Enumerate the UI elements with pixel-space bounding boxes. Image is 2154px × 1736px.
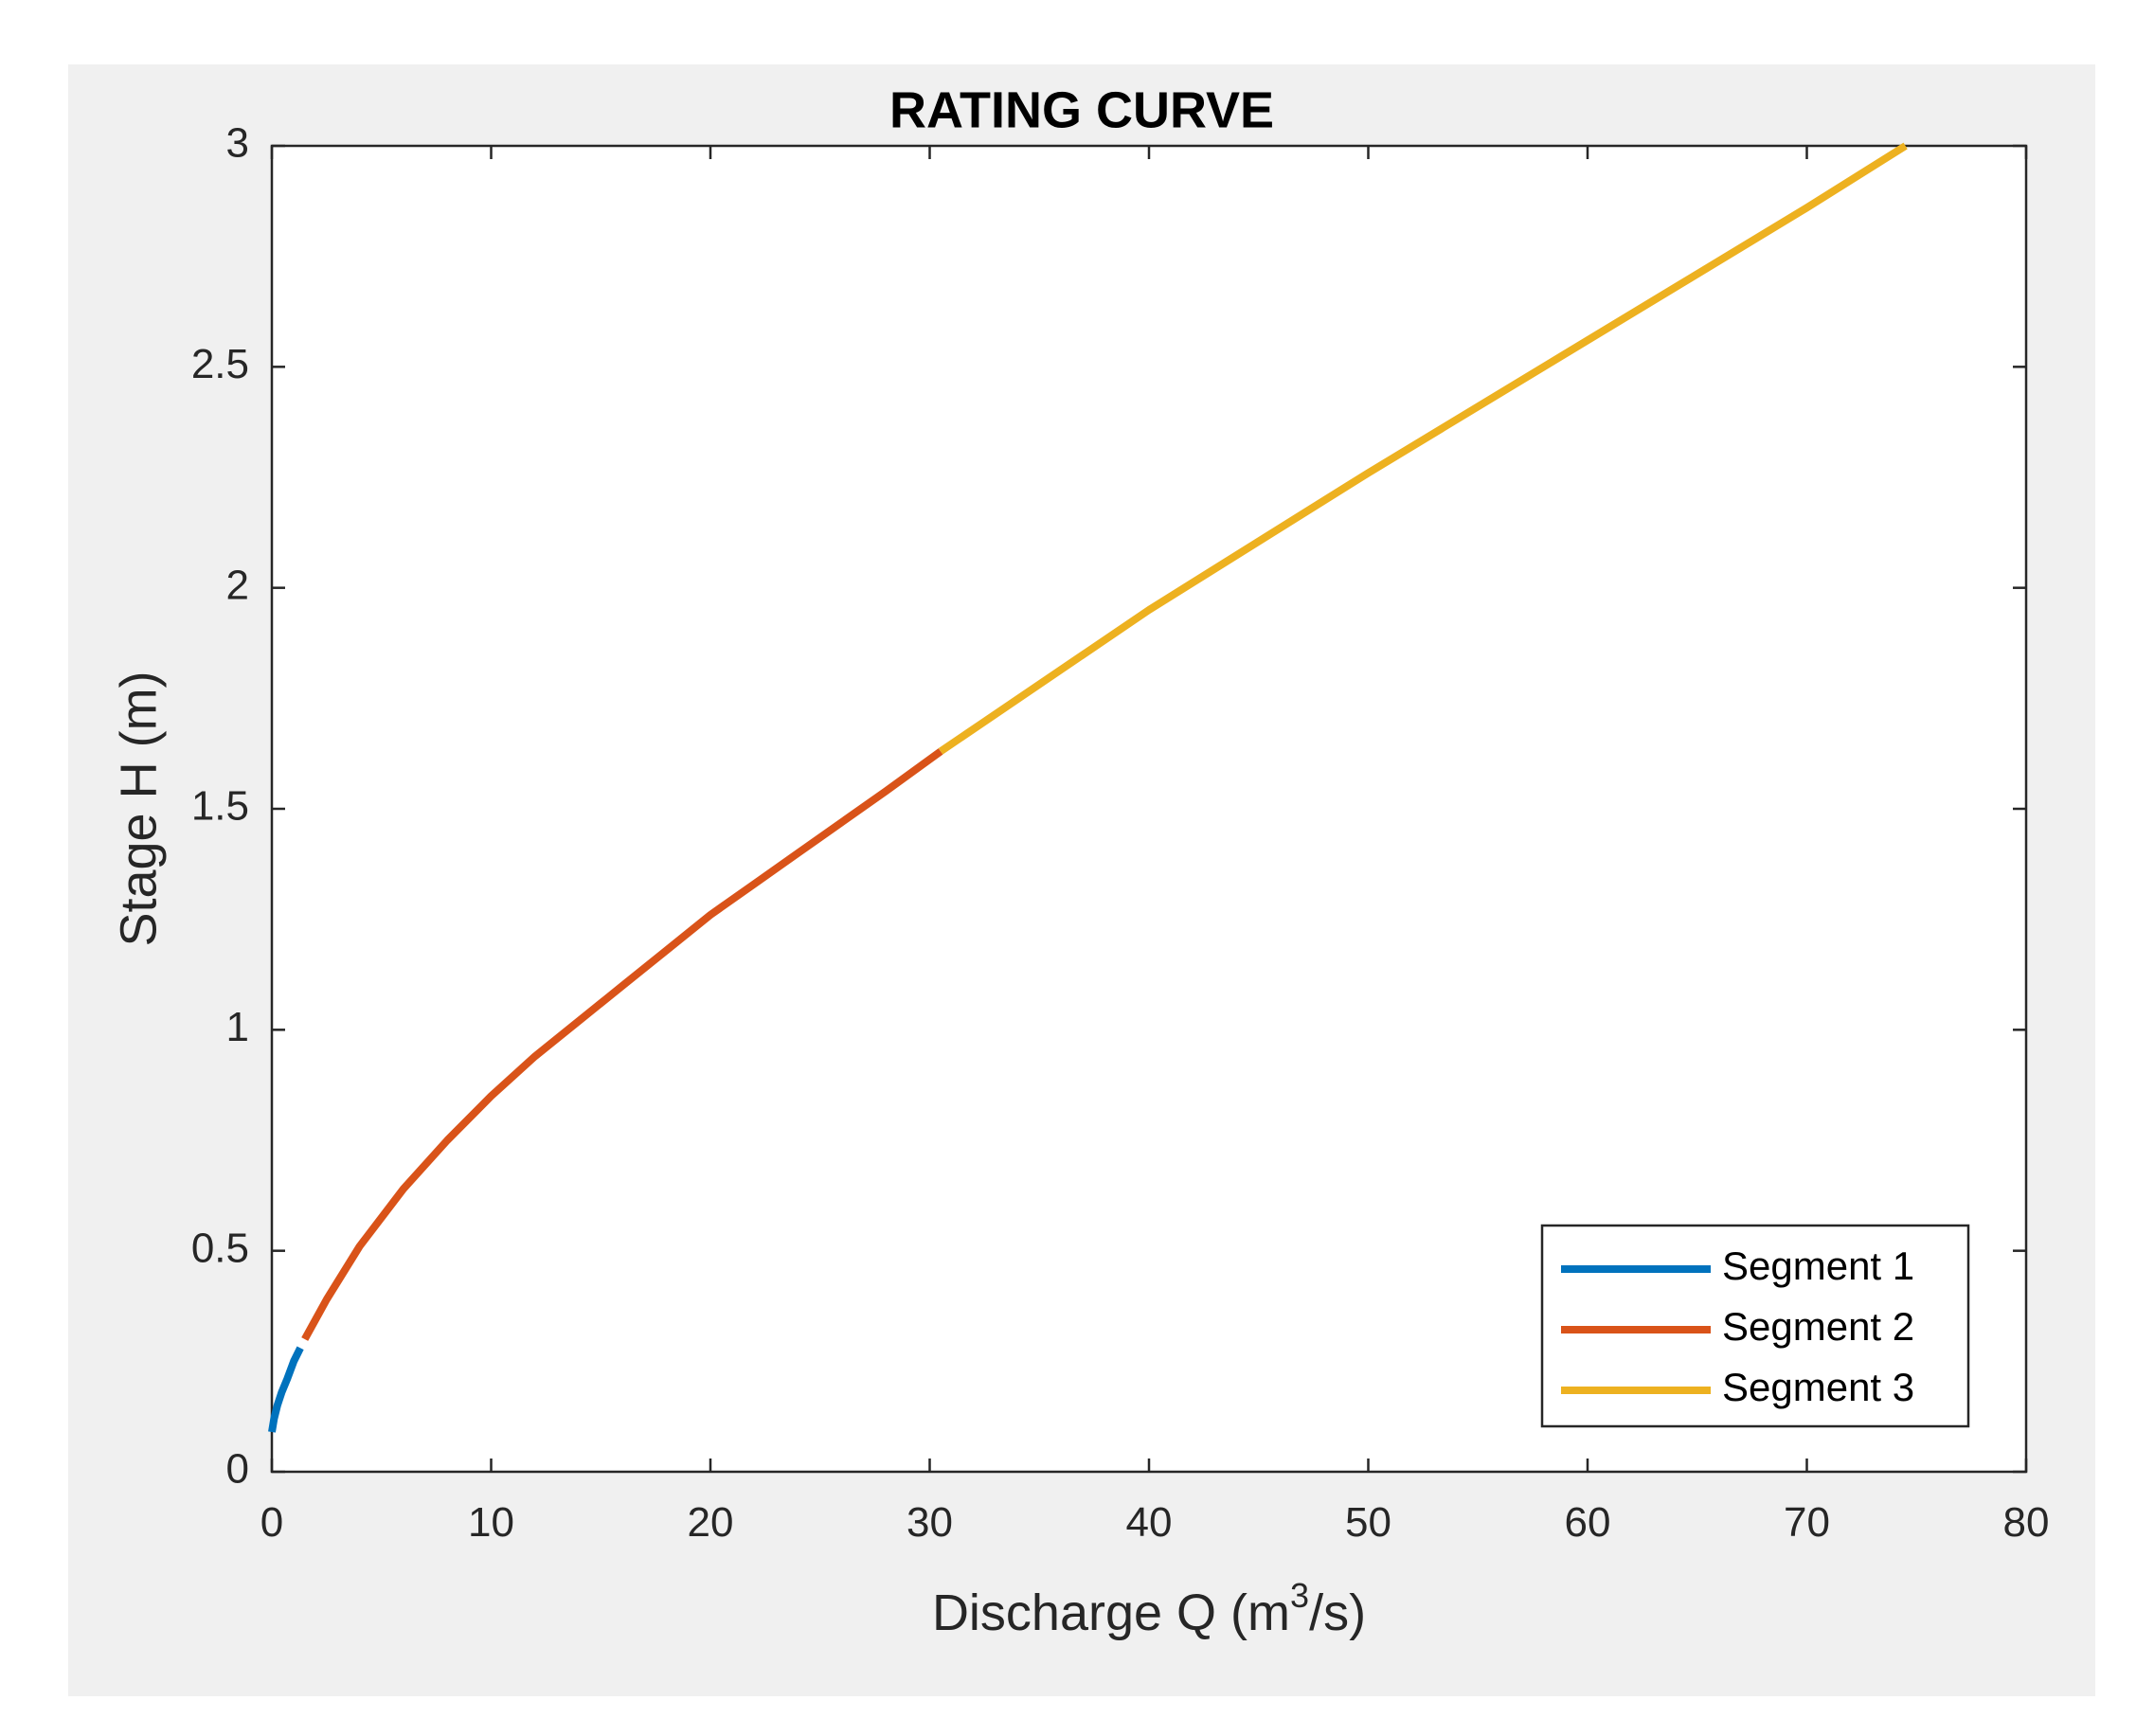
- y-axis-title: Stage H (m): [110, 671, 167, 946]
- x-tick-label: 80: [2003, 1499, 2050, 1546]
- x-axis-title-superscript: 3: [1290, 1576, 1309, 1615]
- legend-label-segment-2: Segment 2: [1722, 1304, 1914, 1349]
- x-tick-label: 40: [1126, 1499, 1173, 1546]
- x-tick-label: 70: [1784, 1499, 1830, 1546]
- y-tick-label: 3: [226, 120, 249, 167]
- y-tick-label: 1: [226, 1004, 249, 1050]
- x-tick-label: 50: [1345, 1499, 1391, 1546]
- y-tick-label: 2.5: [191, 341, 249, 387]
- legend: Segment 1 Segment 2 Segment 3: [1540, 1224, 1970, 1428]
- series-line-segment-2: [301, 748, 943, 1341]
- x-tick-label: 10: [468, 1499, 514, 1546]
- x-axis-title-suffix: /s): [1309, 1584, 1366, 1641]
- series-line-segment-3: [938, 142, 1908, 755]
- x-tick-label: 0: [260, 1499, 283, 1546]
- series-lines: [268, 142, 1908, 1433]
- y-tick-label: 0: [226, 1446, 249, 1493]
- series-line-segment-1: [268, 1346, 304, 1433]
- y-tick-label: 0.5: [191, 1225, 249, 1271]
- y-tick-label: 2: [226, 562, 249, 608]
- axis-ticks: 0 10 20 30 40 50 60 70 80 0 0.5 1 1.5 2 2.5 3: [191, 120, 2050, 1546]
- x-axis-title: Discharge Q (m3/s): [932, 1576, 1366, 1641]
- x-tick-label: 30: [906, 1499, 953, 1546]
- figure-background: RATING CURVE 0 10 20 30 40 50 60 70 80 0 0.5 1 1.5 2 2…: [68, 64, 2095, 1696]
- rating-curve-chart: RATING CURVE 0 10 20 30 40 50 60 70 80 0 0.5 1 1.5 2 2…: [110, 81, 2050, 1641]
- legend-label-segment-1: Segment 1: [1722, 1244, 1914, 1288]
- x-tick-label: 60: [1565, 1499, 1611, 1546]
- y-tick-label: 1.5: [191, 783, 249, 830]
- x-tick-label: 20: [688, 1499, 734, 1546]
- chart-title: RATING CURVE: [889, 81, 1274, 138]
- legend-label-segment-3: Segment 3: [1722, 1365, 1914, 1409]
- x-axis-title-prefix: Discharge Q (m: [932, 1584, 1290, 1641]
